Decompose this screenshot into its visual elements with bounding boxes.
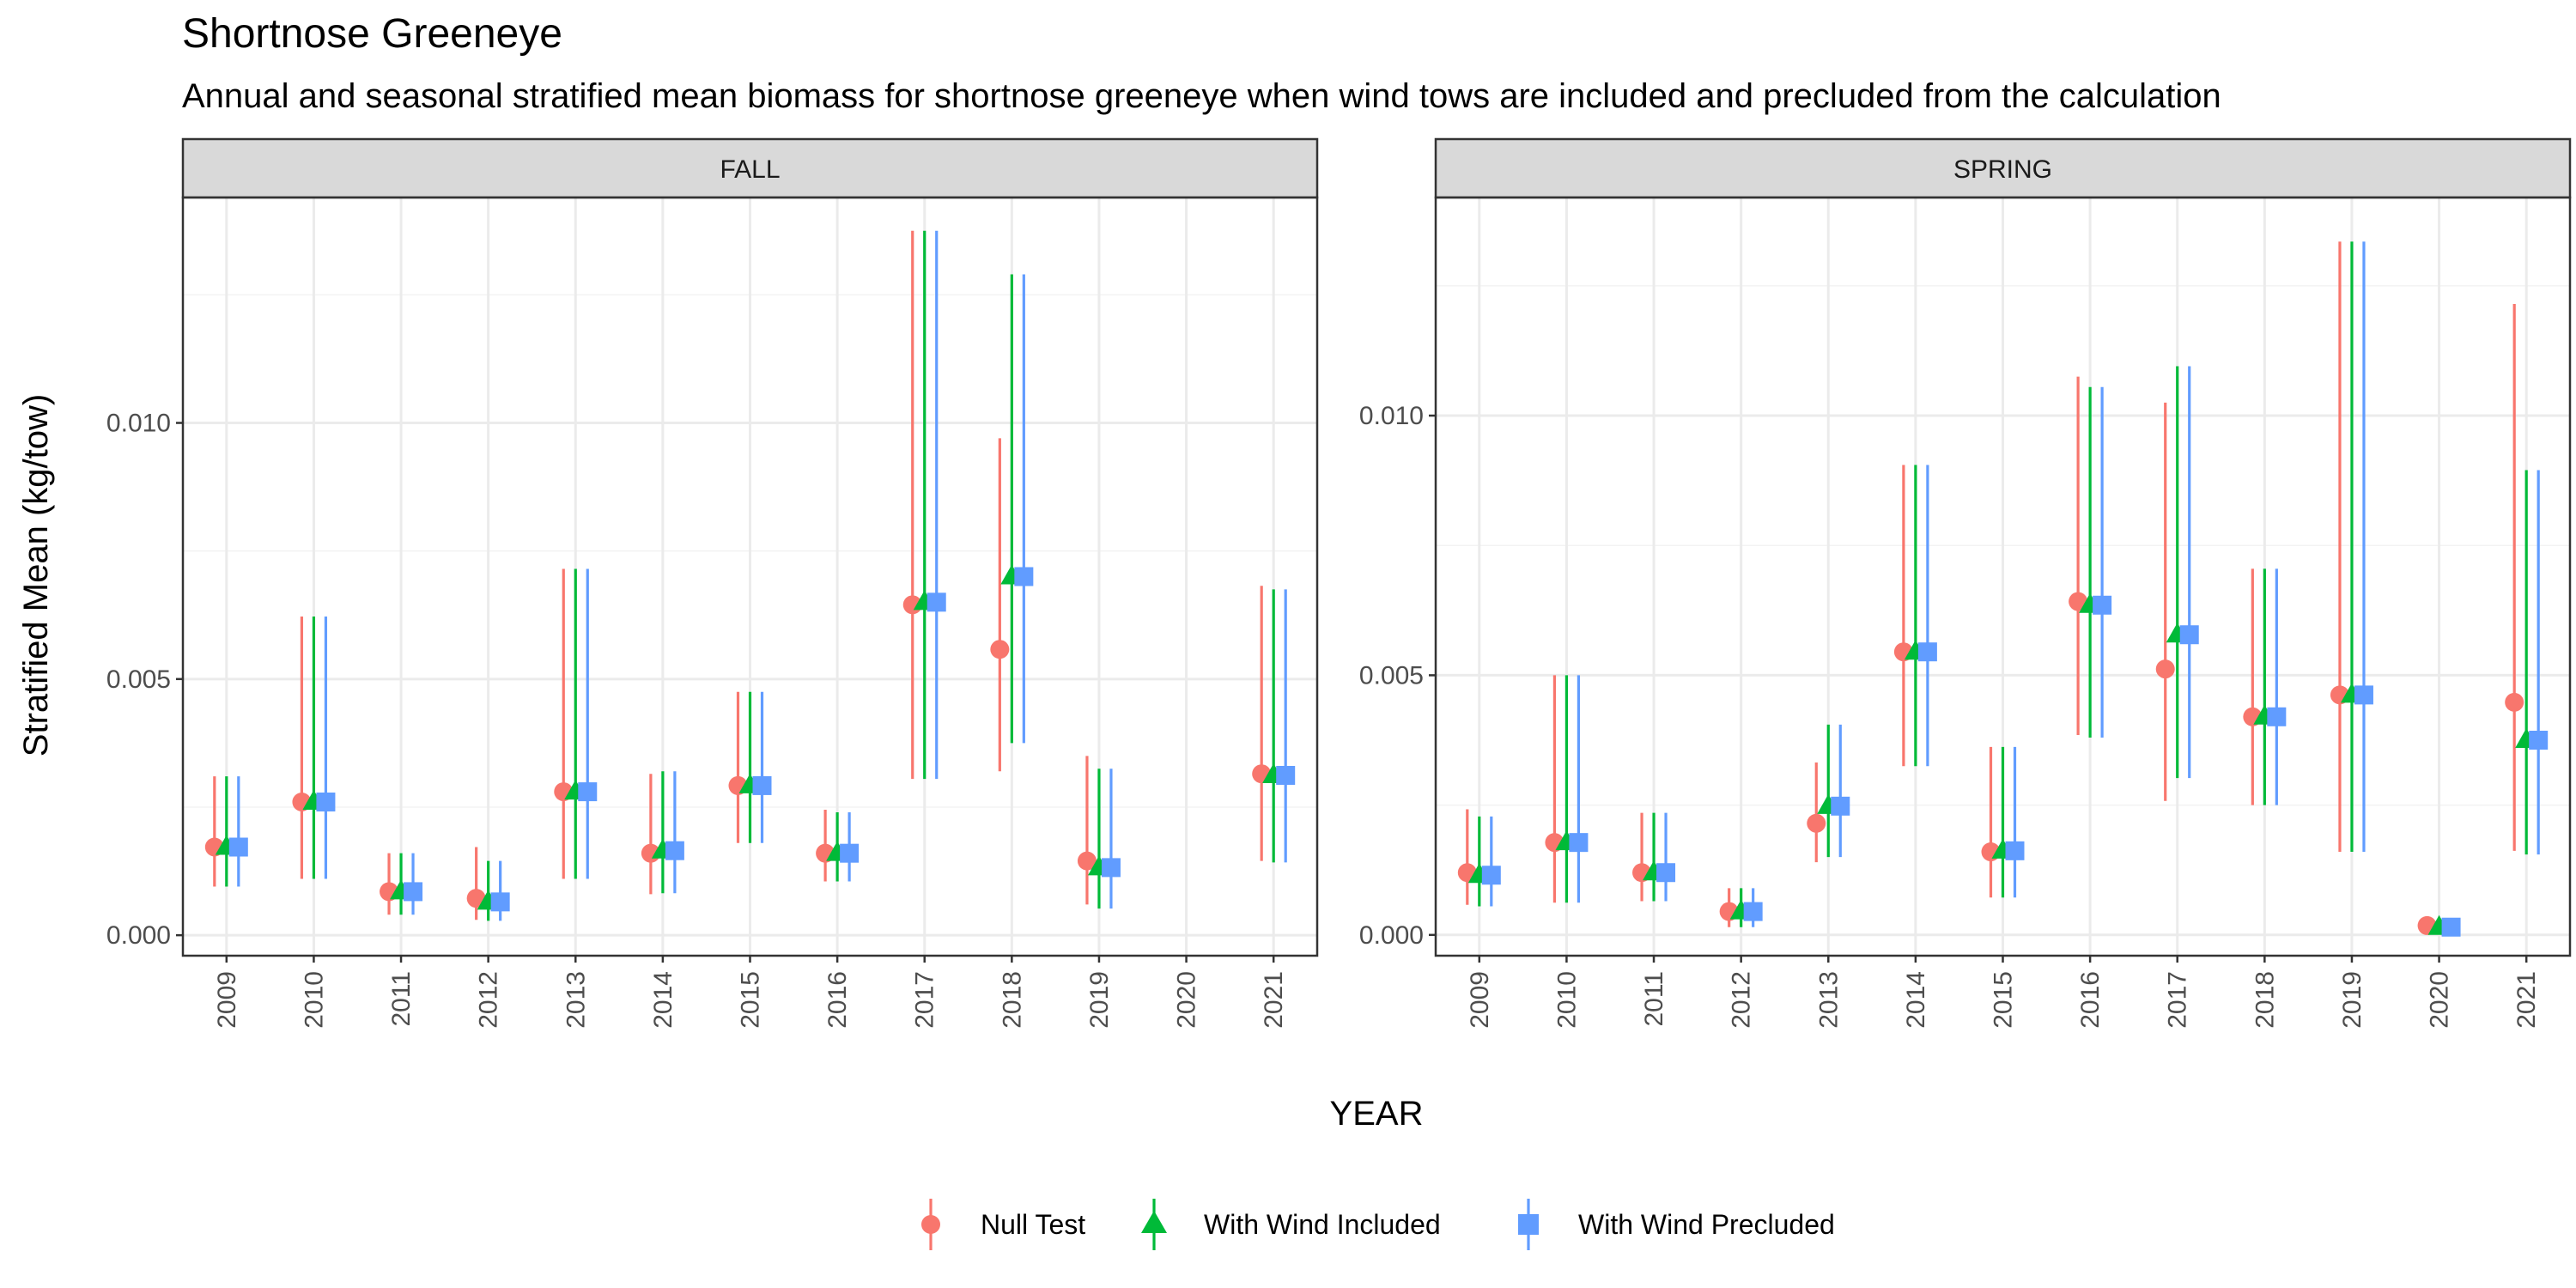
x-tick-label: 2013: [1814, 971, 1843, 1029]
data-point: [490, 892, 510, 912]
data-point: [1743, 902, 1763, 921]
x-tick-label: 2010: [1552, 971, 1581, 1029]
data-point: [2093, 595, 2112, 615]
data-point: [1656, 863, 1676, 883]
series-with-wind-precluded: [1481, 241, 2549, 937]
x-tick-label: 2013: [562, 971, 590, 1029]
facet-strip: [181, 137, 1319, 199]
data-point: [2005, 841, 2025, 860]
x-tick-label: 2017: [911, 971, 939, 1029]
data-point: [752, 775, 772, 795]
x-tick-label: 2019: [2338, 971, 2366, 1029]
x-tick-label: 2009: [213, 971, 241, 1029]
data-point: [990, 640, 1010, 659]
data-point: [404, 882, 423, 902]
x-tick-label: 2015: [737, 971, 765, 1029]
data-point: [1481, 866, 1501, 885]
x-tick-label: 2016: [823, 971, 852, 1029]
legend-label: Null Test: [981, 1209, 1085, 1240]
x-tick-label: 2016: [2076, 971, 2105, 1029]
data-point: [840, 843, 860, 863]
x-tick-label: 2019: [1085, 971, 1114, 1029]
data-point: [2155, 659, 2175, 679]
x-tick-label: 2009: [1466, 971, 1494, 1029]
data-point: [1807, 813, 1826, 833]
series-with-wind-precluded: [228, 230, 1296, 921]
x-tick-label: 2011: [387, 971, 416, 1027]
legend-label: With Wind Included: [1204, 1209, 1441, 1240]
x-tick-label: 2010: [300, 971, 328, 1029]
x-tick-label: 2014: [1902, 971, 1930, 1029]
data-point: [228, 837, 248, 857]
x-tick-label: 2012: [1728, 971, 1756, 1029]
data-point: [1276, 765, 1296, 785]
legend-label: With Wind Precluded: [1578, 1209, 1835, 1240]
panel-fall: FALL 0.000 0.005 0.010 2009 2010 2011 2012 2013 2…: [106, 137, 1319, 1029]
data-point: [316, 793, 336, 812]
x-tick-label: 2014: [649, 971, 677, 1029]
legend-item: Null Test: [921, 1199, 1085, 1250]
data-point: [2354, 685, 2373, 705]
y-axis-title: Stratified Mean (kg/tow): [17, 394, 55, 756]
series-with-wind-included: [215, 230, 1285, 921]
x-tick-label: 2011: [1640, 971, 1668, 1027]
data-point: [1014, 567, 1034, 586]
data-point: [2441, 917, 2461, 937]
data-point: [2529, 731, 2549, 750]
legend-key-marker: [921, 1215, 940, 1234]
panel-spring: SPRING 0.000 0.005 0.010 2009 2010 2011 2012 201…: [1359, 137, 2572, 1029]
data-point: [665, 841, 684, 860]
x-tick-label: 2018: [998, 971, 1026, 1029]
data-point: [1077, 851, 1097, 871]
legend-item: With Wind Precluded: [1518, 1199, 1835, 1250]
y-tick-label: 0.000: [106, 921, 171, 950]
data-point: [927, 592, 946, 612]
data-point: [2505, 692, 2524, 712]
legend: Null Test With Wind Included With Wind Pre…: [921, 1199, 1835, 1250]
x-tick-label: 2020: [2426, 971, 2454, 1029]
facet-strip-label: SPRING: [1953, 155, 2052, 184]
y-tick-label: 0.005: [1359, 661, 1424, 690]
x-tick-label: 2021: [1260, 971, 1288, 1029]
y-tick-label: 0.010: [1359, 402, 1424, 430]
y-tick-label: 0.005: [106, 665, 171, 694]
data-point: [578, 782, 598, 802]
x-tick-label: 2018: [2251, 971, 2279, 1029]
data-point: [2267, 707, 2287, 726]
data-point: [1831, 796, 1850, 816]
y-tick-label: 0.010: [106, 410, 171, 438]
data-point: [1569, 833, 1589, 853]
y-tick-label: 0.000: [1359, 921, 1424, 950]
x-tick-label: 2020: [1173, 971, 1201, 1029]
facet-strip-label: FALL: [720, 155, 780, 184]
x-tick-label: 2012: [475, 971, 503, 1029]
x-tick-label: 2017: [2164, 971, 2192, 1029]
x-axis-title: YEAR: [1330, 1095, 1424, 1133]
chart-title: Shortnose Greeneye: [182, 11, 562, 57]
legend-key-marker: [1518, 1214, 1539, 1235]
x-tick-label: 2015: [1990, 971, 2018, 1029]
data-point: [1101, 858, 1121, 878]
chart-subtitle: Annual and seasonal stratified mean biom…: [182, 77, 2221, 115]
x-tick-label: 2021: [2512, 971, 2541, 1029]
data-point: [1917, 642, 1937, 662]
legend-item: With Wind Included: [1141, 1199, 1441, 1250]
legend-key-marker: [1141, 1211, 1167, 1233]
data-point: [2179, 625, 2199, 645]
